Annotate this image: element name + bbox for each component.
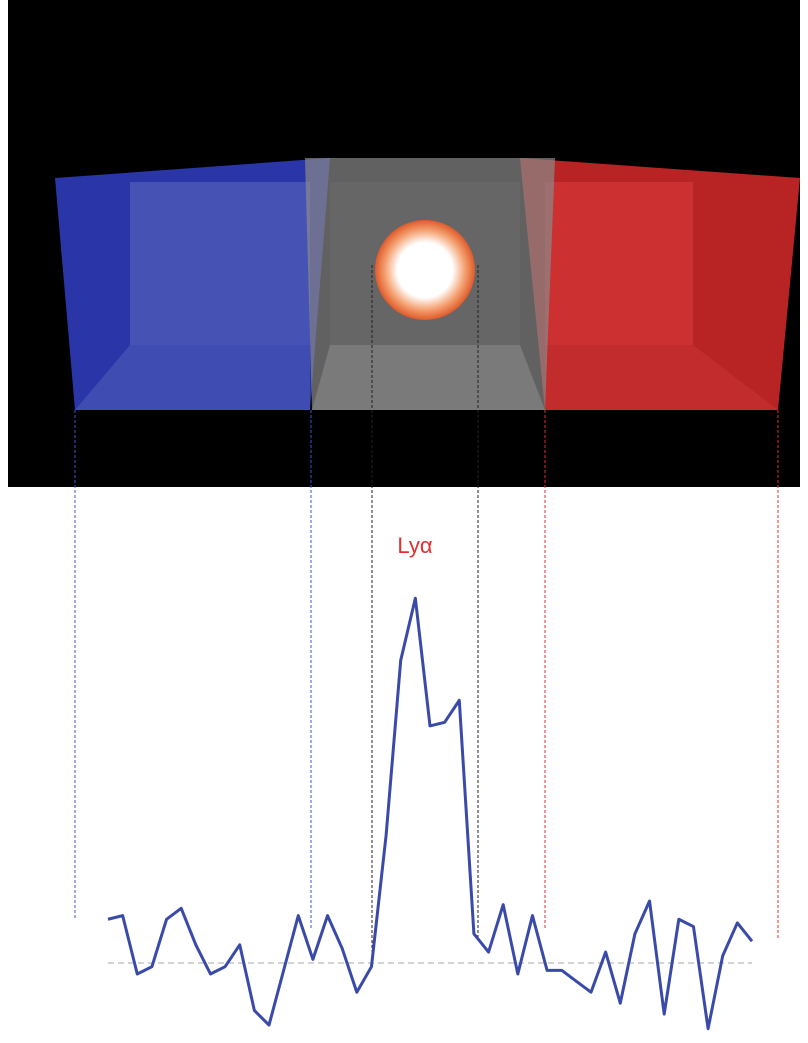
blue-back — [130, 182, 310, 345]
blue-floor — [75, 345, 310, 410]
red-back — [545, 182, 693, 345]
gray-floor — [312, 345, 545, 410]
line-label: Lyα — [397, 533, 432, 558]
cube-scene — [8, 0, 800, 487]
spectrum-line — [107, 596, 754, 1031]
lya-source — [375, 220, 475, 320]
red-floor — [545, 345, 778, 410]
guides — [74, 265, 779, 965]
